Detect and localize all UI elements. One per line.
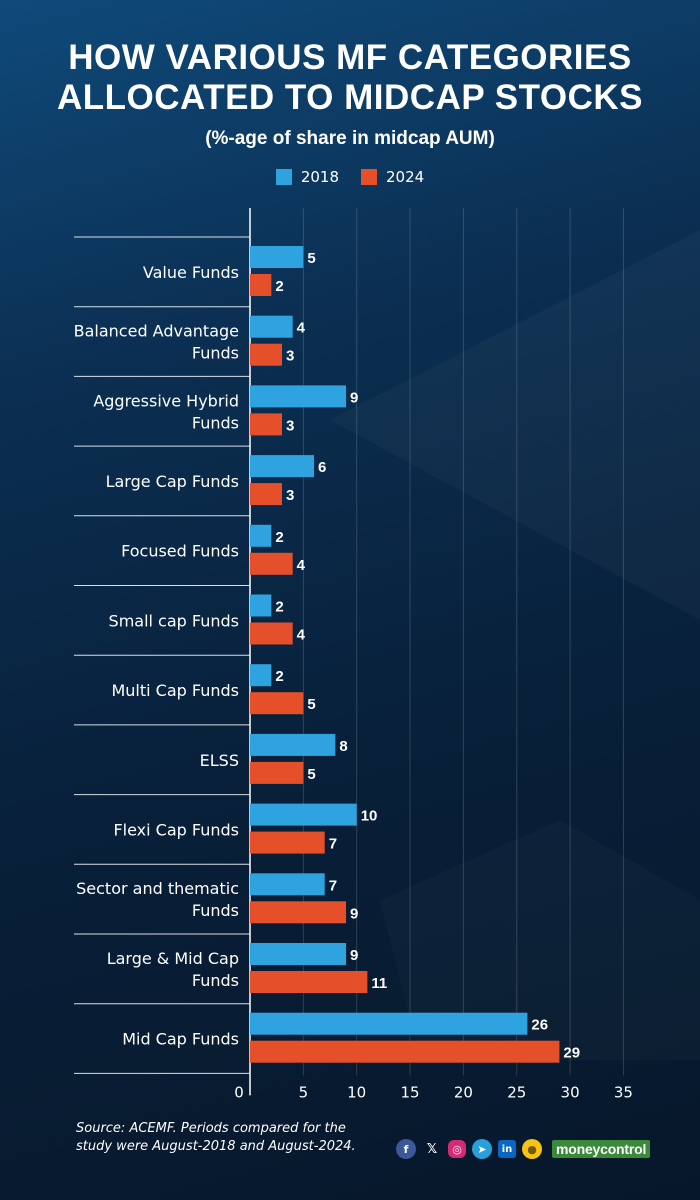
bar-2018	[250, 246, 304, 268]
x-tick-label: 10	[347, 1083, 366, 1101]
bar-2024	[250, 483, 283, 506]
data-label-2024: 11	[371, 975, 387, 992]
bar-2018	[250, 524, 272, 547]
category-label: Mid Cap Funds	[122, 1030, 239, 1049]
data-label-2024: 7	[329, 836, 337, 853]
bar-2024	[250, 761, 304, 784]
bar-2018	[250, 803, 357, 826]
telegram-icon[interactable]: ➤	[472, 1139, 492, 1159]
category-label: Multi Cap Funds	[111, 681, 239, 700]
brand-logo: moneycontrol	[552, 1140, 651, 1158]
chart-subtitle: (%-age of share in midcap AUM)	[205, 128, 495, 149]
bar-2024	[250, 622, 293, 645]
bar-2018	[250, 315, 293, 338]
data-label-2018: 2	[275, 599, 283, 616]
social-icons: f 𝕏 ◎ ➤ in ● moneycontrol	[396, 1138, 651, 1160]
data-label-2018: 2	[275, 668, 283, 685]
data-label-2024: 2	[275, 278, 283, 295]
data-label-2018: 4	[297, 320, 306, 337]
bar-2018	[250, 733, 336, 756]
bar-2024	[250, 692, 304, 715]
facebook-icon[interactable]: f	[396, 1139, 416, 1159]
bar-2024	[250, 1040, 560, 1063]
data-label-2024: 4	[297, 627, 306, 644]
legend-label-2024: 2024	[386, 168, 425, 186]
category-label: Aggressive Hybrid	[93, 391, 239, 410]
x-tick-label: 20	[454, 1083, 473, 1101]
data-label-2018: 9	[350, 389, 358, 406]
data-label-2018: 7	[329, 877, 337, 894]
bar-2024	[250, 901, 347, 924]
x-tick-label: 25	[507, 1083, 526, 1101]
data-label-2024: 9	[350, 905, 358, 922]
bar-2024	[250, 274, 272, 296]
category-label: Sector and thematic	[76, 879, 239, 898]
bar-2018	[250, 873, 325, 896]
data-label-2024: 4	[297, 557, 306, 574]
x-tick-label: 30	[561, 1083, 580, 1101]
data-label-2024: 3	[286, 417, 294, 434]
legend-swatch-2018	[275, 169, 292, 185]
category-label: Value Funds	[143, 263, 239, 282]
category-label: Small cap Funds	[109, 611, 239, 630]
category-label: Funds	[192, 344, 239, 363]
bar-2018	[250, 664, 272, 687]
data-label-2018: 26	[531, 1017, 548, 1034]
data-label-2018: 8	[339, 738, 347, 755]
category-label: Funds	[192, 971, 239, 990]
data-label-2024: 3	[286, 348, 294, 365]
bar-2018	[250, 385, 347, 408]
data-label-2024: 29	[563, 1045, 580, 1062]
data-label-2018: 6	[318, 459, 326, 476]
x-tick-label: 0	[234, 1083, 244, 1101]
data-label-2018: 9	[350, 947, 358, 964]
legend: 2018 2024	[0, 168, 700, 186]
data-label-2018: 10	[361, 808, 378, 825]
chart-title: HOW VARIOUS MF CATEGORIES ALLOCATED TO M…	[0, 38, 700, 118]
data-label-2018: 5	[307, 250, 315, 267]
data-label-2024: 5	[307, 766, 315, 783]
source-line-2: study were August-2018 and August-2024.	[76, 1139, 356, 1154]
data-label-2018: 2	[275, 529, 283, 546]
category-label: Funds	[192, 413, 239, 432]
bar-2024	[250, 343, 283, 366]
bar-2018	[250, 1012, 528, 1035]
legend-item-2018: 2018	[275, 168, 339, 186]
bar-2024	[250, 831, 325, 854]
bar-2018	[250, 943, 347, 965]
koo-icon[interactable]: ●	[522, 1139, 542, 1159]
category-label: Large & Mid Cap	[107, 949, 239, 968]
bar-2024	[250, 971, 368, 993]
title-line-2: ALLOCATED TO MIDCAP STOCKS	[57, 78, 643, 117]
instagram-icon[interactable]: ◎	[448, 1140, 466, 1158]
x-icon[interactable]: 𝕏	[426, 1141, 438, 1157]
category-label: Funds	[192, 901, 239, 920]
x-tick-label: 15	[401, 1083, 420, 1101]
source-line-1: Source: ACEMF. Periods compared for the	[76, 1121, 346, 1136]
category-label: Focused Funds	[121, 542, 239, 561]
category-label: Balanced Advantage	[74, 322, 239, 341]
bar-2018	[250, 455, 315, 478]
data-label-2024: 5	[307, 696, 315, 713]
x-tick-label: 5	[299, 1083, 309, 1101]
x-tick-label: 35	[614, 1083, 633, 1101]
data-label-2024: 3	[286, 487, 294, 504]
linkedin-icon[interactable]: in	[498, 1140, 516, 1158]
bar-2018	[250, 594, 272, 617]
source-note: Source: ACEMF. Periods compared for the …	[76, 1120, 396, 1156]
category-label: Large Cap Funds	[106, 472, 239, 491]
category-label: Flexi Cap Funds	[113, 820, 239, 839]
title-line-1: HOW VARIOUS MF CATEGORIES	[68, 38, 632, 77]
legend-swatch-2024	[361, 169, 377, 185]
category-label: ELSS	[200, 751, 239, 770]
legend-item-2024: 2024	[361, 168, 424, 186]
bar-2024	[250, 552, 293, 575]
legend-label-2018: 2018	[300, 168, 339, 186]
bar-2024	[250, 413, 283, 436]
